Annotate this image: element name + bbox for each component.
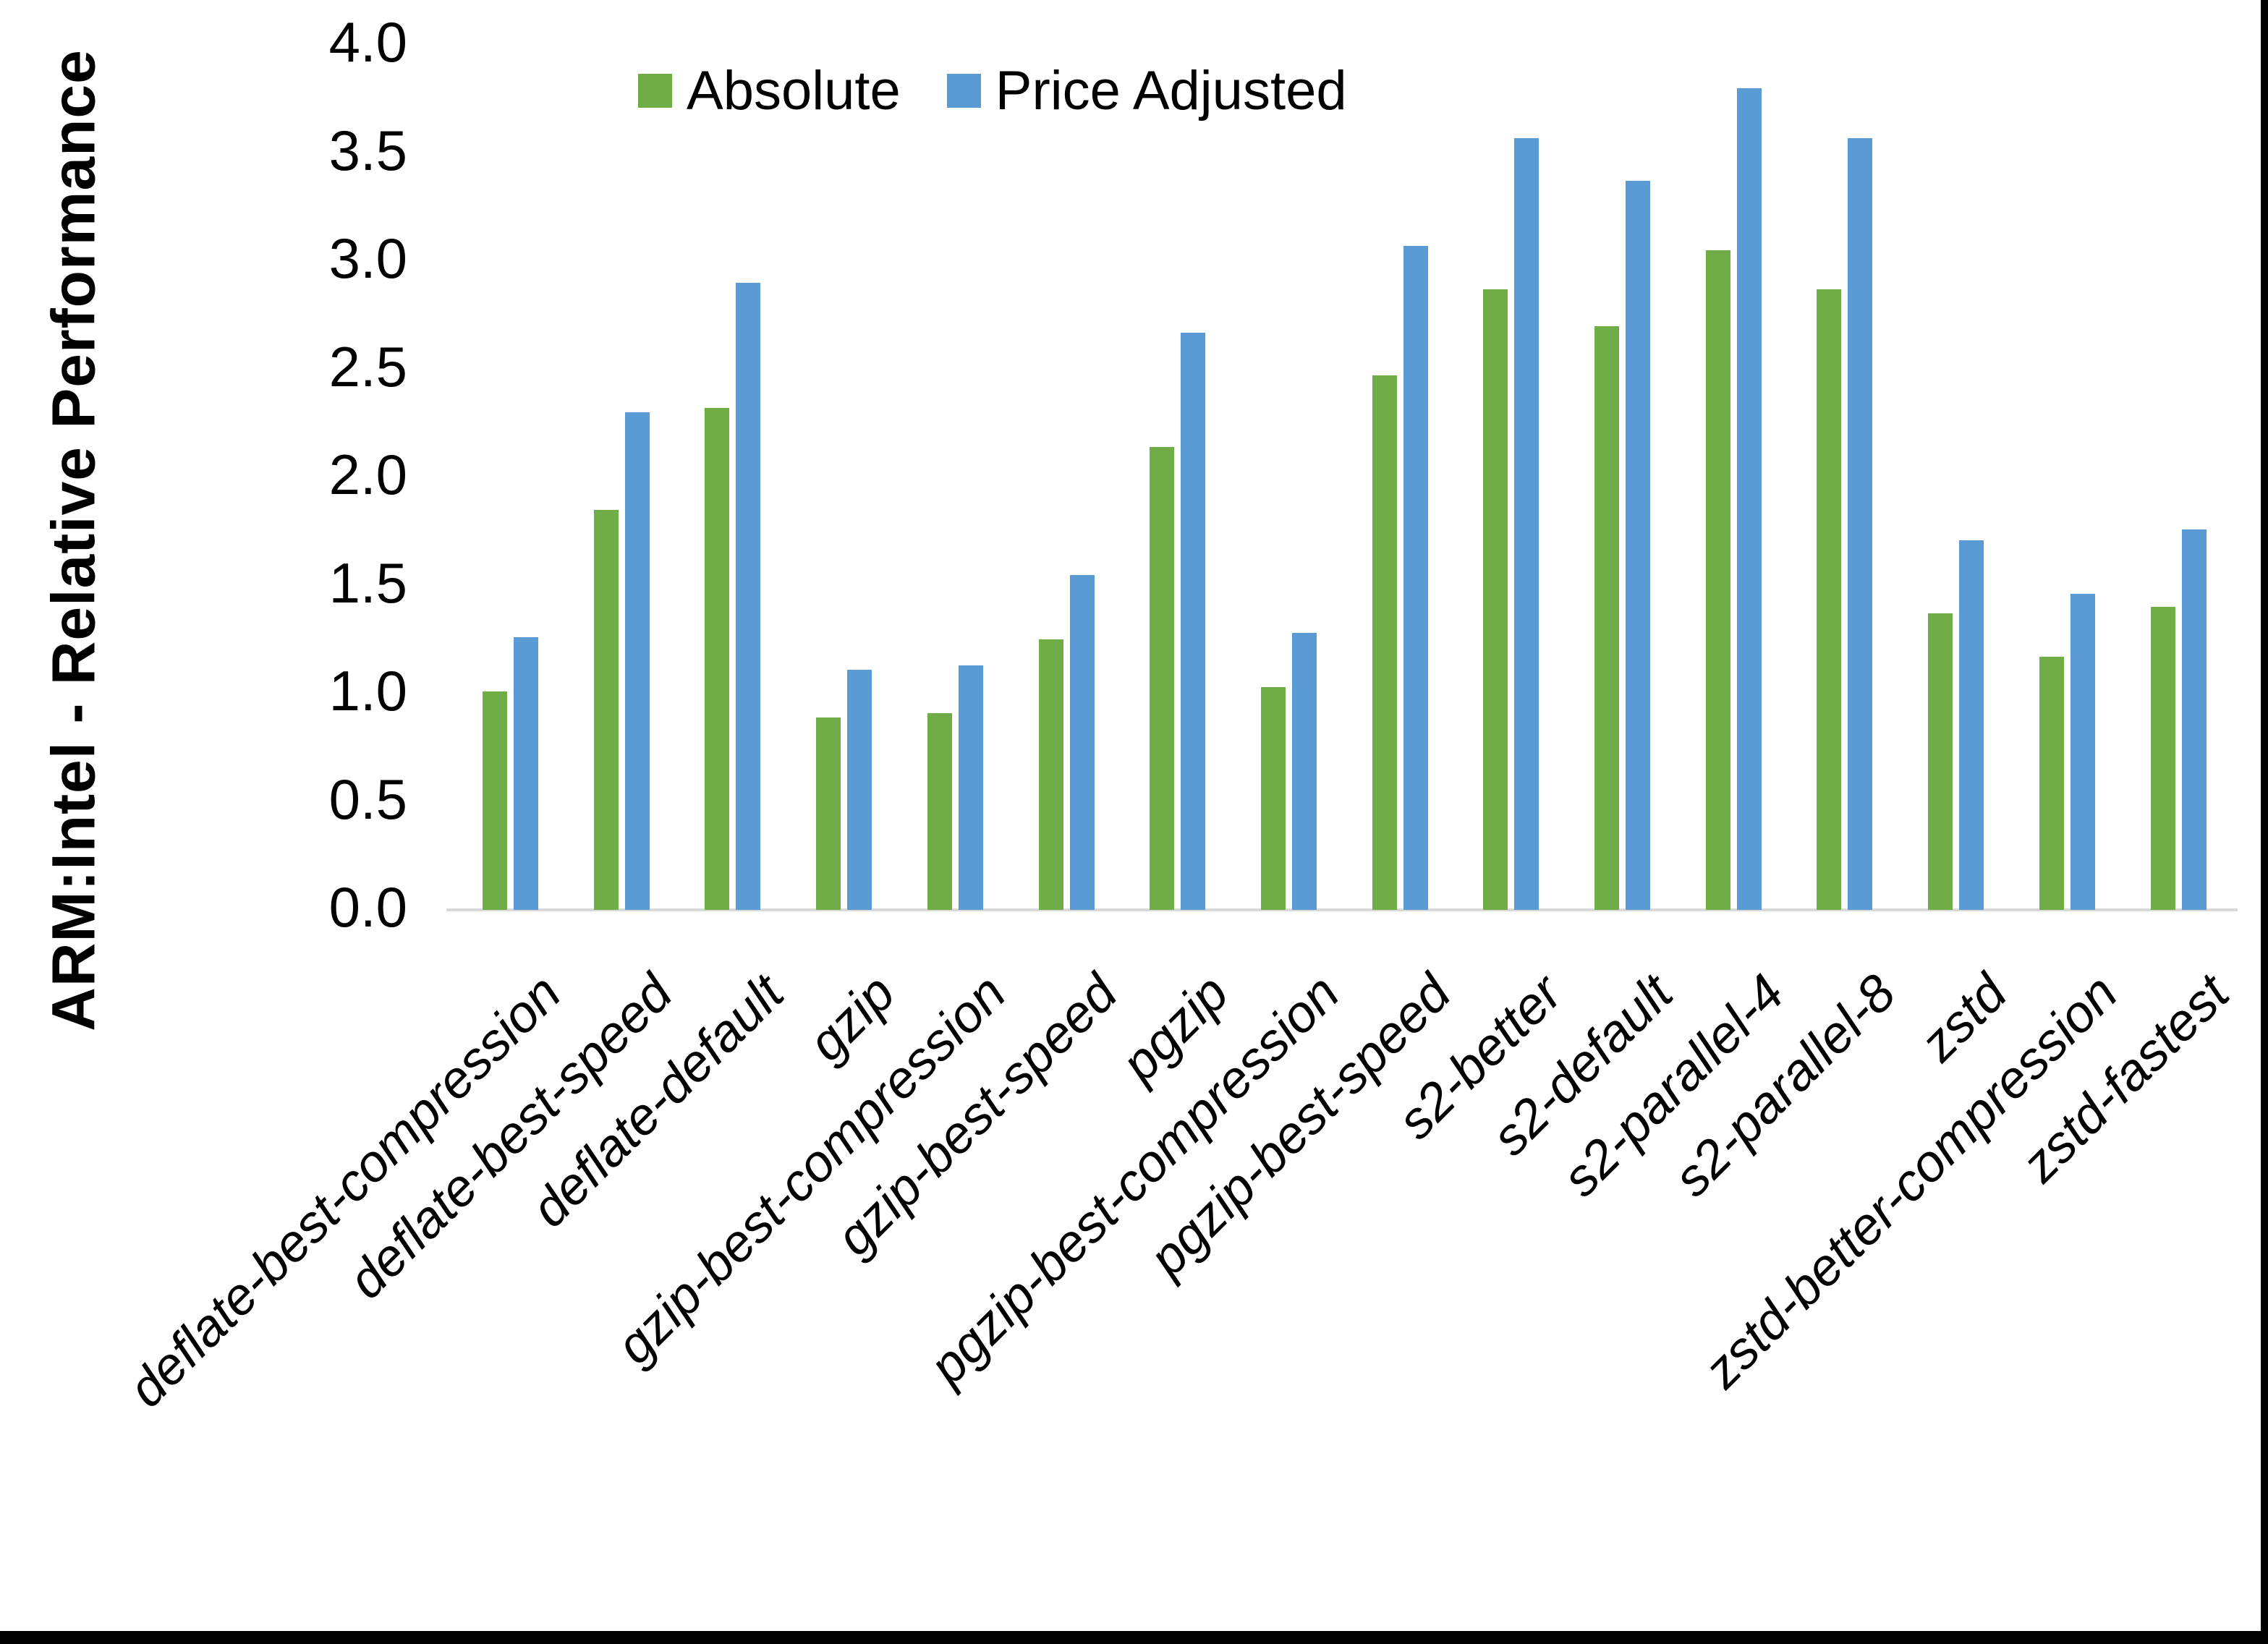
image-border-bottom [0, 1631, 2268, 1644]
y-tick-label-3.5: 3.5 [328, 118, 407, 182]
bar-absolute-zstd-fastest [2150, 607, 2175, 910]
bar-price-adjusted-gzip-best-compression [958, 665, 983, 910]
bar-absolute-s2-better [1483, 289, 1508, 910]
bar-absolute-pgzip [1150, 447, 1175, 910]
legend-item-price-adjusted: Price Adjusted [946, 59, 1347, 122]
y-tick-label-1.5: 1.5 [328, 550, 407, 615]
image-border-right [2261, 0, 2268, 1644]
legend-label: Absolute [687, 60, 901, 122]
bar-price-adjusted-zstd-better-compression [2070, 594, 2095, 910]
y-tick-label-0.5: 0.5 [328, 767, 407, 831]
bar-absolute-gzip-best-speed [1038, 639, 1063, 910]
bar-price-adjusted-deflate-best-compression [514, 637, 538, 910]
bar-absolute-s2-default [1594, 325, 1619, 910]
bar-absolute-gzip [816, 717, 841, 910]
legend: Absolute Price Adjusted [638, 59, 1347, 122]
bar-price-adjusted-zstd [1959, 540, 1984, 910]
bar-absolute-deflate-default [705, 408, 730, 910]
y-axis-title: ARM:Intel - Relative Performance [39, 49, 108, 1031]
y-tick-label-1.0: 1.0 [328, 658, 407, 723]
bar-absolute-deflate-best-speed [593, 509, 619, 910]
bar-price-adjusted-zstd-fastest [2181, 529, 2207, 910]
bar-price-adjusted-s2-better [1514, 137, 1539, 910]
bar-price-adjusted-deflate-best-speed [624, 412, 650, 910]
y-tick-label-4.0: 4.0 [328, 9, 407, 74]
legend-swatch-icon [946, 74, 981, 108]
bar-price-adjusted-s2-parallel-8 [1848, 137, 1873, 910]
y-tick-label-2.0: 2.0 [328, 442, 407, 506]
legend-swatch-icon [638, 74, 672, 108]
y-tick-label-0.0: 0.0 [328, 874, 407, 939]
bar-absolute-zstd [1928, 613, 1953, 910]
bar-absolute-deflate-best-compression [483, 691, 507, 910]
bar-absolute-s2-parallel-4 [1705, 250, 1730, 910]
x-category-label-deflate-best-compression: deflate-best-compression [117, 963, 572, 1418]
bar-price-adjusted-s2-default [1626, 181, 1650, 910]
bar-absolute-pgzip-best-compression [1260, 687, 1286, 910]
bar-absolute-gzip-best-compression [927, 712, 952, 910]
legend-item-absolute: Absolute [638, 59, 901, 122]
bar-price-adjusted-pgzip-best-speed [1403, 246, 1428, 910]
y-tick-label-2.5: 2.5 [328, 334, 407, 399]
bar-price-adjusted-pgzip-best-compression [1291, 633, 1317, 910]
bar-absolute-zstd-better-compression [2039, 657, 2064, 910]
bar-price-adjusted-s2-parallel-4 [1736, 88, 1762, 910]
x-axis-line [446, 908, 2238, 911]
bar-price-adjusted-gzip-best-speed [1069, 574, 1095, 910]
bar-price-adjusted-gzip [847, 670, 872, 910]
bar-absolute-s2-parallel-8 [1817, 289, 1842, 910]
bar-absolute-pgzip-best-speed [1372, 375, 1397, 910]
legend-label: Price Adjusted [995, 60, 1347, 122]
bar-price-adjusted-pgzip [1181, 332, 1206, 910]
y-tick-label-3.0: 3.0 [328, 226, 407, 290]
bar-price-adjusted-deflate-default [736, 282, 761, 910]
